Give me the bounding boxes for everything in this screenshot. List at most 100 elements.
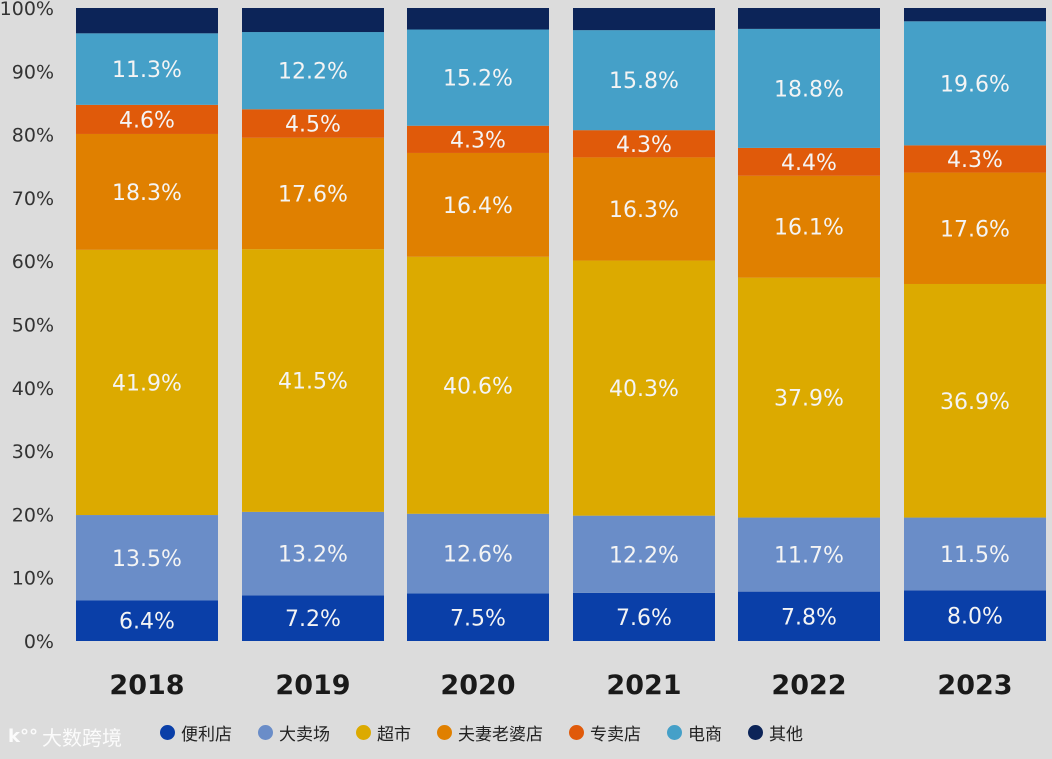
bar-segment (738, 277, 880, 518)
legend-marker-icon (258, 725, 273, 740)
data-label: 12.2% (609, 543, 679, 568)
y-tick-label: 70% (12, 188, 54, 210)
legend-marker-icon (356, 725, 371, 740)
bar-segment (76, 104, 218, 134)
bar-segment (76, 515, 218, 601)
legend-label: 便利店 (181, 725, 232, 745)
data-label: 11.3% (112, 58, 182, 83)
x-tick-label: 2019 (275, 670, 350, 701)
data-label: 4.4% (781, 151, 837, 176)
data-label: 7.2% (285, 607, 341, 632)
bar-segment (573, 157, 715, 261)
bar-segment (242, 511, 384, 596)
legend-item: 其他 (748, 720, 803, 745)
legend-label: 其他 (769, 725, 803, 745)
data-label: 6.4% (119, 610, 175, 635)
data-label: 7.5% (450, 606, 506, 631)
data-label: 13.2% (278, 543, 348, 568)
data-label: 7.6% (616, 606, 672, 631)
data-label: 17.6% (940, 217, 1010, 242)
data-label: 4.6% (119, 108, 175, 133)
legend-marker-icon (437, 725, 452, 740)
x-tick-label: 2018 (109, 670, 184, 701)
watermark: k°° 大数跨境 (8, 722, 122, 751)
bar-segment (738, 517, 880, 592)
data-label: 4.3% (616, 133, 672, 158)
legend-marker-icon (667, 725, 682, 740)
data-label: 4.3% (947, 148, 1003, 173)
legend-marker-icon (569, 725, 584, 740)
legend-label: 大卖场 (279, 725, 330, 745)
bar-segment (76, 33, 218, 105)
data-label: 19.6% (940, 72, 1010, 97)
x-tick-label: 2023 (937, 670, 1012, 701)
y-tick-label: 30% (12, 441, 54, 463)
bar-segment (242, 595, 384, 641)
data-label: 12.6% (443, 543, 513, 568)
data-label: 41.5% (278, 370, 348, 395)
data-label: 7.8% (781, 605, 837, 630)
bar-segment (904, 21, 1046, 146)
legend-item: 便利店 (160, 720, 232, 745)
x-tick-label: 2021 (606, 670, 681, 701)
bar-segment (573, 30, 715, 131)
bar-segment (407, 29, 549, 126)
data-label: 18.3% (112, 181, 182, 206)
bar-segment (904, 8, 1046, 22)
y-tick-label: 50% (12, 315, 54, 337)
legend-label: 专卖店 (590, 725, 641, 745)
data-label: 40.6% (443, 374, 513, 399)
data-label: 40.3% (609, 377, 679, 402)
bar-segment (242, 32, 384, 110)
data-label: 15.2% (443, 67, 513, 92)
bar-segment (76, 249, 218, 516)
legend: 便利店 大卖场 超市 夫妻老婆店 专卖店 电商 其他 (160, 720, 803, 745)
data-label: 11.7% (774, 544, 844, 569)
bar-segment (738, 28, 880, 148)
data-label: 15.8% (609, 69, 679, 94)
data-label: 37.9% (774, 387, 844, 412)
bar-segment (407, 513, 549, 594)
watermark-text: 大数跨境 (41, 726, 122, 750)
bar-segment (904, 517, 1046, 591)
y-tick-label: 80% (12, 125, 54, 147)
bar-segment (407, 593, 549, 641)
bar-segment (573, 260, 715, 516)
data-label: 16.3% (609, 198, 679, 223)
legend-item: 超市 (356, 720, 411, 745)
data-label: 16.4% (443, 194, 513, 219)
x-tick-label: 2020 (440, 670, 515, 701)
bar-segment (407, 152, 549, 257)
data-label: 11.5% (940, 543, 1010, 568)
bar-segment (904, 590, 1046, 641)
data-label: 18.8% (774, 77, 844, 102)
data-label: 17.6% (278, 182, 348, 207)
y-tick-label: 10% (12, 568, 54, 590)
bar-segment (242, 109, 384, 138)
y-tick-label: 60% (12, 251, 54, 273)
bar-segment (573, 515, 715, 593)
bar-segment (407, 8, 549, 30)
bar-segment (242, 137, 384, 250)
bar-segment (76, 133, 218, 250)
bar-segment (242, 249, 384, 512)
data-label: 4.5% (285, 113, 341, 138)
bar-segment (738, 175, 880, 278)
data-label: 36.9% (940, 390, 1010, 415)
data-label: 8.0% (947, 605, 1003, 630)
legend-marker-icon (748, 725, 763, 740)
y-tick-label: 100% (0, 0, 54, 20)
bar-segment (738, 147, 880, 176)
y-tick-label: 20% (12, 504, 54, 526)
y-tick-label: 90% (12, 61, 54, 83)
legend-item: 电商 (667, 720, 722, 745)
bar-segment (573, 592, 715, 641)
x-tick-label: 2022 (771, 670, 846, 701)
bar-segment (904, 145, 1046, 173)
stacked-bar-chart: 0% 10% 20% 30% 40% 50% 60% 70% 80% 90% 100% 6.4% 13.… (0, 0, 1046, 701)
legend-item: 专卖店 (569, 720, 641, 745)
bar-segment (573, 130, 715, 158)
bar-segment (76, 600, 218, 641)
legend-item: 大卖场 (258, 720, 330, 745)
bar-segment (242, 8, 384, 33)
